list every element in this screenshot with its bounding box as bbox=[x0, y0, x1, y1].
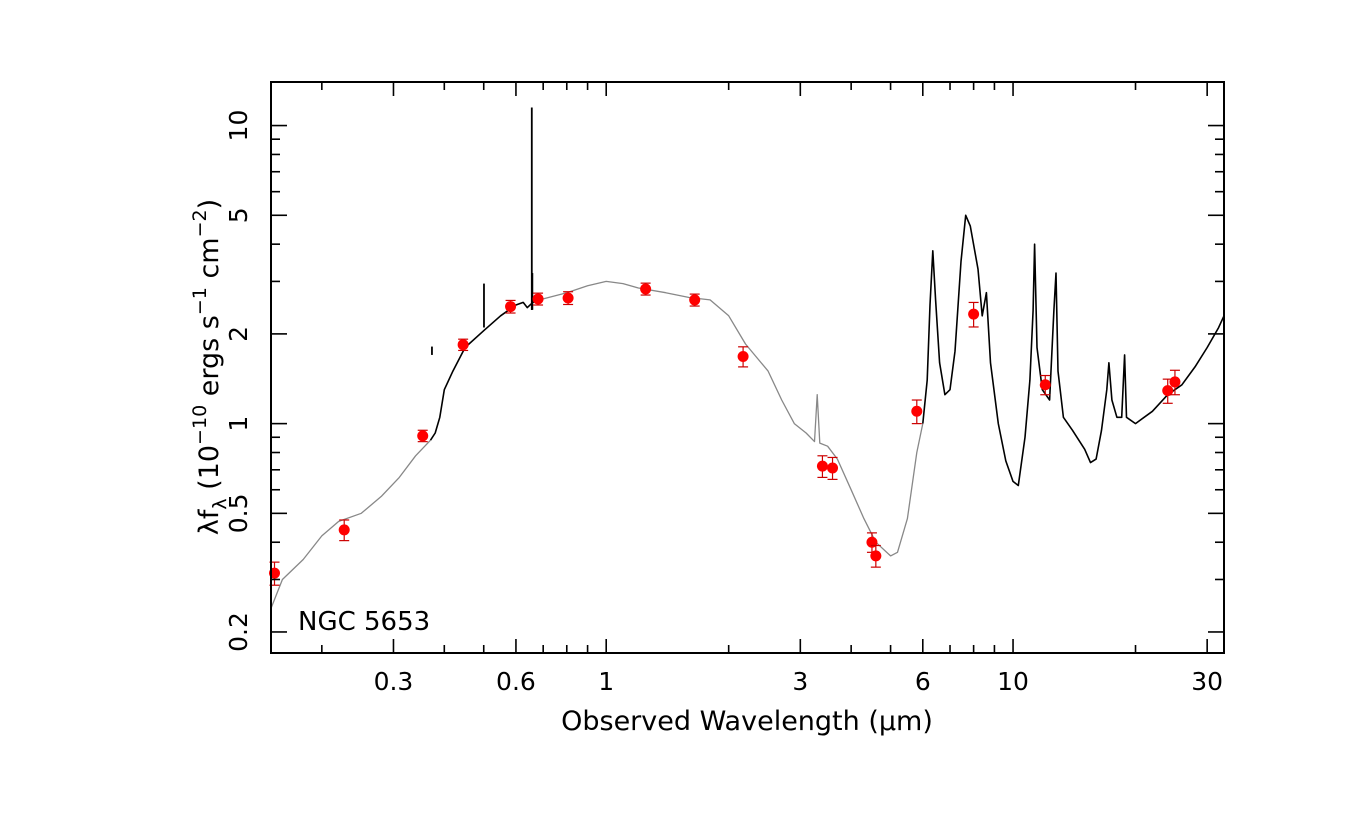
y-label-subscript: λ bbox=[209, 498, 231, 509]
y-tick-label: 1 bbox=[224, 416, 253, 432]
plot-frame bbox=[270, 81, 1225, 654]
data-marker bbox=[1169, 376, 1181, 388]
data-point bbox=[870, 544, 882, 568]
y-label-exponent-2: −1 bbox=[189, 287, 211, 315]
data-marker bbox=[505, 301, 517, 313]
data-marker bbox=[457, 339, 469, 351]
x-tick-label: 1 bbox=[598, 667, 614, 696]
data-point bbox=[505, 299, 517, 314]
x-axis-label: Observed Wavelength (μm) bbox=[561, 706, 933, 737]
data-marker bbox=[689, 294, 701, 306]
data-point bbox=[532, 292, 544, 306]
y-tick-label: 10 bbox=[224, 110, 253, 142]
spectrum-segment-4 bbox=[922, 214, 1225, 487]
y-axis-label: λfλ (10−10 ergs s−1 cm−2) bbox=[189, 199, 231, 535]
data-point bbox=[911, 399, 923, 425]
galaxy-name-label: NGC 5653 bbox=[298, 607, 430, 637]
y-tick-label: 2 bbox=[224, 326, 253, 342]
y-tick-label: 0.5 bbox=[224, 493, 253, 533]
y-label-units-2: cm bbox=[194, 237, 225, 287]
data-point bbox=[1039, 374, 1051, 396]
data-point bbox=[640, 282, 652, 296]
data-point bbox=[737, 346, 749, 368]
data-marker bbox=[562, 292, 574, 304]
y-tick-label: 5 bbox=[224, 207, 253, 223]
data-marker bbox=[911, 405, 923, 417]
x-tick-label: 10 bbox=[997, 667, 1029, 696]
y-label-scale: (10 bbox=[194, 445, 225, 498]
spectrum-segment-1 bbox=[270, 439, 431, 609]
data-marker bbox=[338, 524, 350, 536]
x-tick-label: 30 bbox=[1191, 667, 1223, 696]
plot-axes: 0.3 0.6 1 3 6 10 30 0.2 0.5 1 2 5 10 bbox=[224, 81, 1225, 696]
data-point bbox=[827, 456, 839, 480]
data-marker bbox=[532, 293, 544, 305]
data-point bbox=[816, 455, 828, 479]
data-point bbox=[457, 338, 469, 352]
y-label-units-1: ergs s bbox=[194, 315, 225, 405]
spectrum-segment-3 bbox=[543, 280, 924, 557]
data-point bbox=[562, 291, 574, 306]
y-label-symbol: λf bbox=[194, 508, 225, 535]
data-marker bbox=[870, 550, 882, 562]
x-tick-label: 0.6 bbox=[496, 667, 536, 696]
data-marker bbox=[737, 350, 749, 362]
data-point bbox=[968, 301, 980, 328]
data-point bbox=[1169, 369, 1181, 396]
y-label-exponent-3: −2 bbox=[189, 209, 211, 237]
photometry-points bbox=[268, 282, 1181, 586]
y-tick-label: 0.2 bbox=[224, 612, 253, 652]
data-marker bbox=[417, 430, 429, 442]
data-point bbox=[1162, 378, 1174, 404]
data-marker bbox=[816, 460, 828, 472]
data-marker bbox=[827, 462, 839, 474]
data-point bbox=[417, 429, 429, 443]
data-point bbox=[689, 293, 701, 307]
data-marker bbox=[640, 283, 652, 295]
x-tick-label: 0.3 bbox=[374, 667, 414, 696]
data-point bbox=[338, 519, 350, 542]
data-marker bbox=[968, 308, 980, 320]
x-tick-label: 3 bbox=[792, 667, 808, 696]
data-marker bbox=[1162, 385, 1174, 397]
y-label-exponent-1: −10 bbox=[189, 405, 211, 445]
x-tick-label: 6 bbox=[915, 667, 931, 696]
data-marker bbox=[1039, 379, 1051, 391]
spectrum-segment-2 bbox=[429, 298, 544, 441]
spectrum-curves bbox=[270, 107, 1225, 609]
y-label-close: ) bbox=[194, 199, 225, 210]
